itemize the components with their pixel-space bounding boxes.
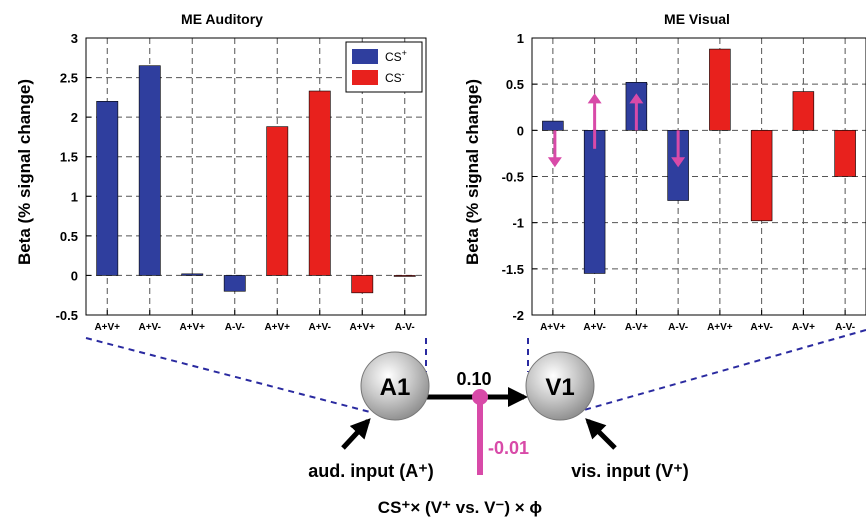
legend: CS+ CS-: [345, 41, 423, 93]
y-tick-label: -2: [512, 308, 524, 323]
legend-swatch-cs-plus: [352, 49, 378, 64]
change-arrow-head: [587, 93, 602, 104]
dashed-line-left-outer: [85, 337, 371, 413]
y-tick-label: 3: [71, 31, 78, 46]
bar: [792, 91, 815, 131]
chart-title: ME Visual: [664, 11, 730, 27]
x-tick-label: A+V-: [750, 322, 773, 333]
x-tick-label: A-V-: [225, 322, 245, 333]
x-tick-label: A-V+: [792, 322, 815, 333]
bar: [834, 130, 856, 177]
node-v1-label: V1: [545, 374, 574, 401]
x-tick-label: A+V+: [349, 322, 375, 333]
y-tick-label: -1: [512, 216, 524, 231]
vis-input-arrow: [585, 418, 617, 450]
change-arrow-head: [547, 157, 562, 168]
legend-swatch-cs-minus: [352, 70, 378, 85]
bar: [542, 120, 564, 131]
y-tick-label: 2: [71, 110, 78, 125]
y-tick-label: 0.5: [506, 77, 524, 92]
y-tick-label: 0.5: [60, 229, 78, 244]
connection-value: 0.10: [456, 369, 491, 389]
node-a1: [360, 351, 430, 421]
legend-label-cs-minus: CS-: [385, 69, 405, 85]
aud-input-label: aud. input (A⁺): [308, 461, 433, 481]
bar: [266, 126, 289, 276]
y-tick-label: 2.5: [60, 71, 78, 86]
y-tick-label: 0: [71, 268, 78, 283]
bar: [96, 101, 119, 276]
network-diagram: 0.10 -0.01 A1 V1 aud. input (A⁺) vis. in…: [308, 351, 689, 517]
chart-title: ME Auditory: [181, 11, 263, 27]
dashed-line-right-outer: [583, 329, 866, 411]
dashed-connectors: [85, 329, 866, 413]
vis-input-label: vis. input (V⁺): [571, 461, 689, 481]
x-tick-label: A+V+: [264, 322, 290, 333]
modulation-node: [472, 389, 488, 405]
node-v1: [525, 351, 595, 421]
x-tick-label: A+V+: [179, 322, 205, 333]
x-tick-label: A-V-: [835, 322, 855, 333]
bar: [223, 275, 246, 292]
y-tick-label: -1.5: [502, 262, 524, 277]
x-tick-label: A+V-: [308, 322, 331, 333]
aud-input-arrow: [341, 418, 371, 450]
x-tick-label: A+V+: [94, 322, 120, 333]
bar: [709, 48, 731, 131]
x-tick-label: A-V-: [668, 322, 688, 333]
y-axis-label: Beta (% signal change): [463, 79, 482, 265]
legend-label-cs-plus: CS+: [385, 48, 407, 64]
x-tick-label: A+V+: [707, 322, 733, 333]
y-tick-label: 0: [517, 123, 524, 138]
plot-frame: [85, 37, 427, 316]
x-tick-label: A+V-: [138, 322, 161, 333]
y-tick-label: 1.5: [60, 150, 78, 165]
bar: [308, 90, 331, 276]
bar: [351, 275, 374, 294]
y-tick-label: 1: [517, 31, 524, 46]
x-tick-label: A-V+: [625, 322, 648, 333]
chart-me-auditory: ME Auditory Beta (% signal change) -0.5 0…: [15, 11, 427, 333]
node-a1-label: A1: [380, 374, 411, 401]
x-tick-label: A+V+: [540, 322, 566, 333]
change-arrow-head: [629, 93, 644, 104]
modulation-value: -0.01: [488, 438, 529, 458]
y-tick-label: -0.5: [56, 308, 78, 323]
x-tick-label: A+V-: [583, 322, 606, 333]
bar: [181, 273, 204, 276]
chart-me-visual: ME Visual Beta (% signal change) -2 -1.5 -…: [463, 11, 866, 333]
y-tick-label: 1: [71, 189, 78, 204]
bar: [583, 130, 606, 274]
bar: [393, 275, 416, 277]
bar: [138, 65, 161, 276]
bar: [750, 130, 773, 222]
bottom-formula: CS⁺× (V⁺ vs. V⁻) × ϕ: [378, 498, 543, 517]
x-tick-label: A-V-: [395, 322, 415, 333]
change-arrow-head: [671, 157, 686, 168]
y-axis-label: Beta (% signal change): [15, 79, 34, 265]
y-tick-label: -0.5: [502, 170, 524, 185]
